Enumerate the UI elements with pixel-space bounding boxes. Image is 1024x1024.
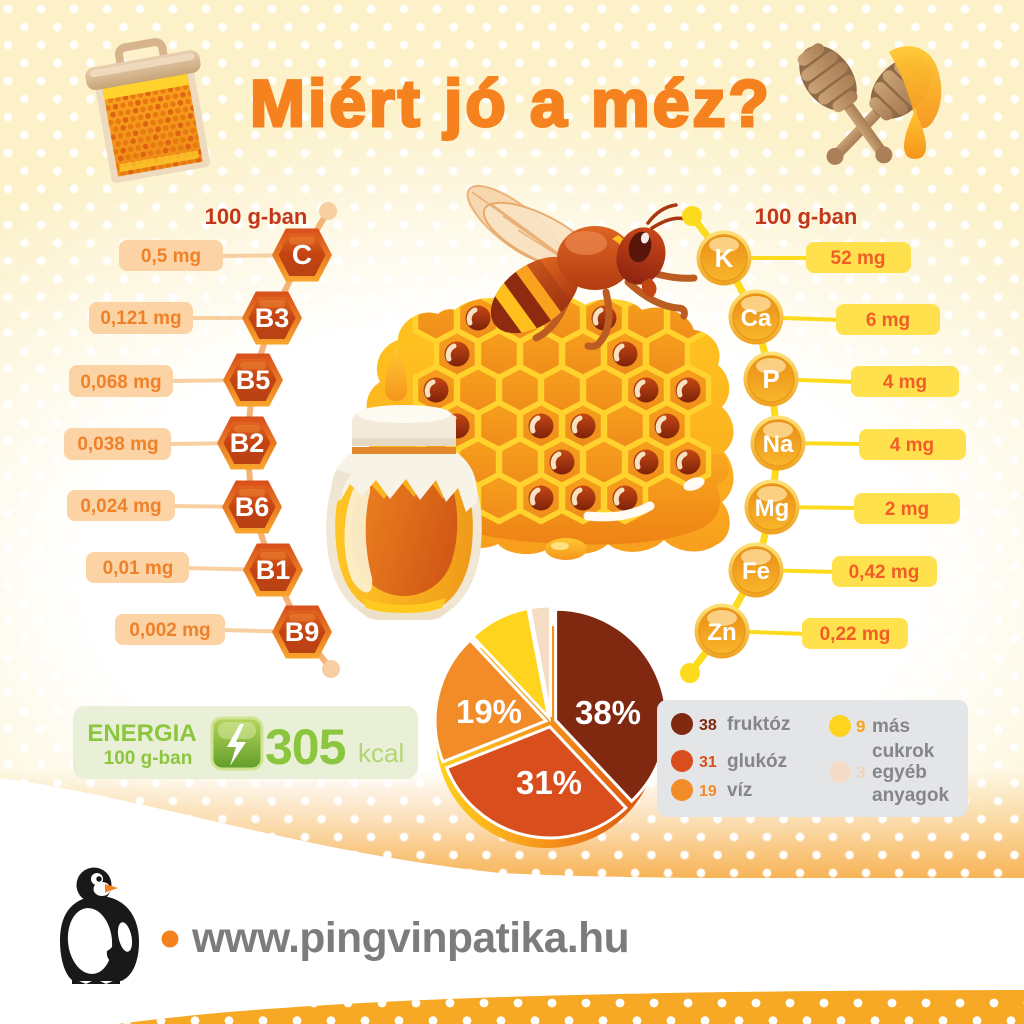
svg-text:Zn: Zn xyxy=(707,619,736,646)
svg-text:3: 3 xyxy=(856,763,865,782)
svg-text:fruktóz: fruktóz xyxy=(727,714,790,735)
svg-text:6 mg: 6 mg xyxy=(866,310,910,331)
svg-text:0,024 mg: 0,024 mg xyxy=(80,496,161,517)
svg-text:ENERGIA: ENERGIA xyxy=(87,720,196,747)
svg-text:B9: B9 xyxy=(285,617,320,647)
svg-text:100 g-ban: 100 g-ban xyxy=(104,748,193,769)
svg-text:cukrok: cukrok xyxy=(872,741,935,762)
svg-text:Ca: Ca xyxy=(741,305,772,332)
svg-text:Fe: Fe xyxy=(742,558,770,585)
svg-text:100 g-ban: 100 g-ban xyxy=(755,204,858,229)
svg-text:kcal: kcal xyxy=(358,738,404,768)
svg-text:38%: 38% xyxy=(575,694,641,731)
svg-text:38: 38 xyxy=(699,717,717,734)
svg-text:100 g-ban: 100 g-ban xyxy=(205,204,308,229)
svg-text:B2: B2 xyxy=(230,428,265,458)
svg-text:19%: 19% xyxy=(456,693,522,730)
svg-text:0,01 mg: 0,01 mg xyxy=(103,558,174,579)
svg-text:0,002 mg: 0,002 mg xyxy=(129,620,210,641)
svg-text:Mg: Mg xyxy=(755,495,790,522)
svg-text:egyéb: egyéb xyxy=(872,762,927,783)
svg-text:52 mg: 52 mg xyxy=(831,248,886,269)
svg-text:K: K xyxy=(715,243,734,273)
svg-text:víz: víz xyxy=(727,780,752,801)
svg-text:B6: B6 xyxy=(235,492,270,522)
svg-text:31%: 31% xyxy=(516,764,582,801)
svg-text:www.pingvinpatika.hu: www.pingvinpatika.hu xyxy=(191,915,629,962)
svg-text:31: 31 xyxy=(699,754,717,771)
svg-text:Miért jó a méz?: Miért jó a méz? xyxy=(250,66,772,140)
svg-text:0,121 mg: 0,121 mg xyxy=(100,308,181,329)
svg-text:0,038 mg: 0,038 mg xyxy=(77,434,158,455)
svg-text:B3: B3 xyxy=(255,303,290,333)
svg-text:más: más xyxy=(872,716,910,737)
svg-text:Na: Na xyxy=(763,431,794,458)
svg-text:0,068 mg: 0,068 mg xyxy=(80,372,161,393)
svg-text:4 mg: 4 mg xyxy=(883,372,927,393)
svg-text:0,5 mg: 0,5 mg xyxy=(141,246,201,267)
svg-text:glukóz: glukóz xyxy=(727,751,787,772)
svg-text:0,42 mg: 0,42 mg xyxy=(849,562,920,583)
svg-text:anyagok: anyagok xyxy=(872,785,950,806)
svg-text:P: P xyxy=(762,364,779,394)
svg-text:4 mg: 4 mg xyxy=(890,435,934,456)
svg-text:2 mg: 2 mg xyxy=(885,499,929,520)
svg-text:B5: B5 xyxy=(236,365,271,395)
svg-text:9: 9 xyxy=(856,717,865,736)
svg-text:0,22 mg: 0,22 mg xyxy=(820,624,891,645)
svg-text:B1: B1 xyxy=(256,555,291,585)
svg-text:19: 19 xyxy=(699,783,717,800)
svg-text:C: C xyxy=(292,239,312,270)
svg-text:305: 305 xyxy=(265,719,346,775)
